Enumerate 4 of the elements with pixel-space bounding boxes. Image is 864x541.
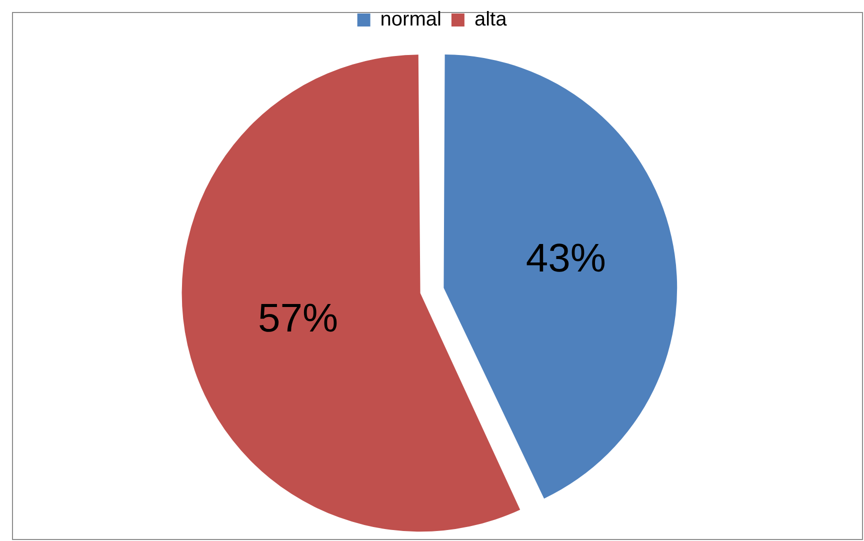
- data-label: 43%: [526, 236, 606, 281]
- data-label: 57%: [258, 296, 338, 340]
- legend-label: normal: [380, 8, 442, 31]
- legend-label: alta: [474, 8, 508, 31]
